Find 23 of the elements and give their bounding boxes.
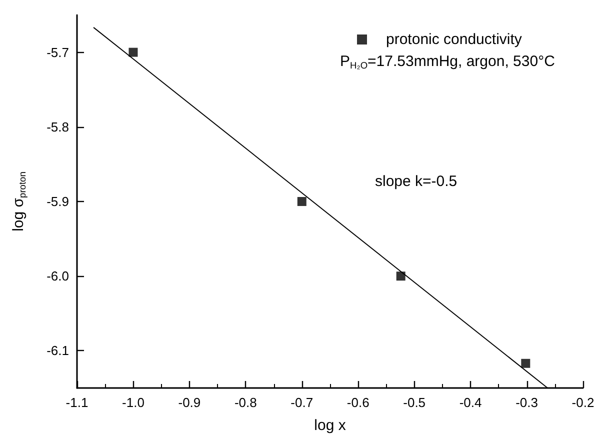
annotation: slope k=-0.5 [375,173,458,190]
legend-label: protonic conductivity [386,31,522,48]
x-tick-label: -0.8 [234,395,257,410]
x-tick-label: -0.9 [178,395,201,410]
y-tick-label: -5.9 [46,194,69,209]
y-tick-label: -5.8 [46,119,69,134]
x-tick-label: -0.2 [572,395,594,410]
y-axis-title: log σproton [10,172,28,232]
x-tick-label: -0.4 [459,395,482,410]
x-tick-label: -0.7 [290,395,314,410]
point [297,197,306,206]
point [521,358,530,368]
x-tick-label: -0.3 [516,395,538,410]
x-tick-label: -0.6 [346,395,370,410]
y-tick-label: -5.7 [46,44,69,60]
x-tick-label: -1.0 [122,395,144,410]
y-tick-label: -6.0 [46,268,69,284]
x-tick-label: -1.1 [66,395,88,410]
x-tick-label: -0.5 [403,395,426,410]
point [396,272,406,281]
y-tick-label: -6.1 [46,343,69,358]
x-axis-title: log x [314,417,346,434]
point [128,48,138,57]
